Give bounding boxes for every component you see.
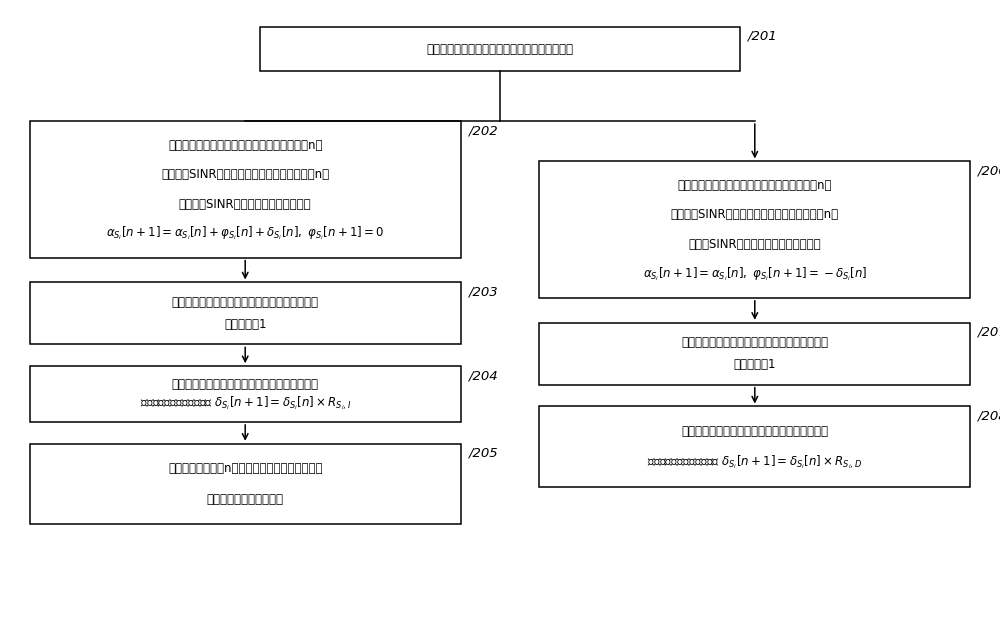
Text: 若所述反馈信号用于表示所述接收端设备在第n时: 若所述反馈信号用于表示所述接收端设备在第n时 <box>678 179 832 192</box>
Text: 发射端设备将所述发射端设备上的负反馈计数器: 发射端设备将所述发射端设备上的负反馈计数器 <box>681 336 828 349</box>
Text: 若所述反馈信号用于表示所述接收端设备在第n时: 若所述反馈信号用于表示所述接收端设备在第n时 <box>168 139 322 152</box>
Text: /205: /205 <box>469 447 498 460</box>
Text: 累加阈値，发射端设备确定 $\delta_{S_i}[n+1]=\delta_{S_i}[n]\times R_{S_i,D}$: 累加阈値，发射端设备确定 $\delta_{S_i}[n+1]=\delta_{… <box>647 453 862 471</box>
Bar <box>260 27 740 72</box>
Bar <box>30 366 461 422</box>
Text: /206: /206 <box>978 165 1000 177</box>
Text: 隙的第一SINR相较于所述接收端设备存储的第n时: 隙的第一SINR相较于所述接收端设备存储的第n时 <box>671 208 839 222</box>
Text: 发射端设备接收所述接收端设备发送的反馈信号: 发射端设备接收所述接收端设备发送的反馈信号 <box>426 42 574 56</box>
Text: 的个数累加1: 的个数累加1 <box>224 318 266 331</box>
Text: 隙的第二SINR提升，发射端设备确定，: 隙的第二SINR提升，发射端设备确定， <box>179 197 312 211</box>
Text: /201: /201 <box>748 30 778 43</box>
Text: 的个数累加1: 的个数累加1 <box>734 358 776 371</box>
Text: /202: /202 <box>469 124 498 137</box>
Text: 隙的第SINR未提升，发射端设备确定，: 隙的第SINR未提升，发射端设备确定， <box>688 238 821 251</box>
Text: 发射端设备将所述发射端设备上的正反馈计数器: 发射端设备将所述发射端设备上的正反馈计数器 <box>172 296 319 309</box>
Bar <box>539 406 970 487</box>
Bar <box>539 161 970 298</box>
Text: 累加阈値，发射端设备确定 $\delta_{S_i}[n+1]=\delta_{S_i}[n]\times R_{S_i,I}$: 累加阈値，发射端设备确定 $\delta_{S_i}[n+1]=\delta_{… <box>140 394 351 412</box>
Text: 隙的第一SINR相较于所述接收端设备存储的第n时: 隙的第一SINR相较于所述接收端设备存储的第n时 <box>161 168 329 181</box>
Text: /207: /207 <box>978 326 1000 339</box>
Text: $\alpha_{S_i}[n+1]=\alpha_{S_i}[n],\ \varphi_{S_i}[n+1]=-\delta_{S_i}[n]$: $\alpha_{S_i}[n+1]=\alpha_{S_i}[n],\ \va… <box>643 265 867 283</box>
Bar <box>30 282 461 344</box>
Bar <box>30 121 461 258</box>
Bar <box>30 444 461 524</box>
Text: $\alpha_{S_i}[n+1]=\alpha_{S_i}[n]+\varphi_{S_i}[n]+\delta_{S_i}[n],\ \varphi_{S: $\alpha_{S_i}[n+1]=\alpha_{S_i}[n]+\varp… <box>106 225 384 242</box>
Text: /208: /208 <box>978 410 1000 423</box>
Text: /204: /204 <box>469 369 498 382</box>
Text: /203: /203 <box>469 285 498 299</box>
Text: 若累加后的正反馈计数器的个数大于或等于第一: 若累加后的正反馈计数器的个数大于或等于第一 <box>172 379 319 391</box>
Text: 发射端设备保存第n时隙发送所述第二人工噪声信: 发射端设备保存第n时隙发送所述第二人工噪声信 <box>168 462 322 475</box>
Text: 号的发射权値的随机扰动: 号的发射权値的随机扰动 <box>207 493 284 506</box>
Bar <box>539 323 970 385</box>
Text: 若累加后的负反馈计数器的个数大于或等于第二: 若累加后的负反馈计数器的个数大于或等于第二 <box>681 425 828 438</box>
